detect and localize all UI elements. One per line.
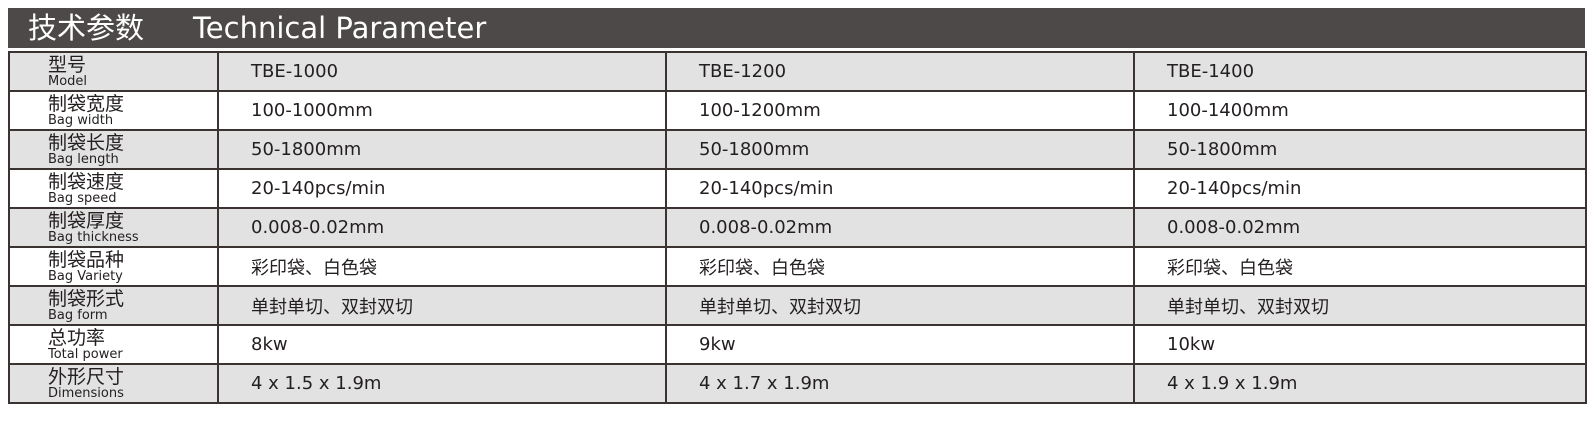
cell-value: TBE-1200	[665, 51, 1135, 92]
cell-value: 4 x 1.9 x 1.9m	[1133, 363, 1587, 404]
label-chinese: 制袋长度	[48, 131, 125, 154]
row-label: 总功率 Total power	[8, 324, 219, 365]
row-label: 制袋品种 Bag Variety	[8, 246, 219, 287]
cell-value: 单封单切、双封双切	[1133, 285, 1587, 326]
table-row: 制袋厚度 Bag thickness 0.008-0.02mm 0.008-0.02m…	[8, 207, 1587, 248]
label-english: Model	[48, 73, 88, 89]
label-english: Bag form	[48, 307, 108, 323]
label-chinese: 制袋速度	[48, 170, 125, 193]
cell-value: TBE-1400	[1133, 51, 1587, 92]
label-chinese: 外形尺寸	[48, 365, 125, 388]
table-row: 制袋形式 Bag form 单封单切、双封双切 单封单切、双封双切 单封单切、双封双切	[8, 285, 1587, 326]
table-row: 制袋速度 Bag speed 20-140pcs/min 20-140pcs/min 2…	[8, 168, 1587, 209]
label-chinese: 制袋宽度	[48, 92, 125, 115]
label-english: Bag width	[48, 112, 114, 128]
label-english: Bag length	[48, 151, 119, 167]
cell-value: 100-1000mm	[217, 90, 667, 131]
cell-value: 10kw	[1133, 324, 1587, 365]
title-chinese: 技术参数	[28, 11, 145, 45]
label-english: Bag Variety	[48, 268, 123, 284]
cell-value: 0.008-0.02mm	[217, 207, 667, 248]
cell-value: 彩印袋、白色袋	[665, 246, 1135, 287]
label-chinese: 制袋厚度	[48, 209, 125, 232]
cell-value: 彩印袋、白色袋	[217, 246, 667, 287]
label-english: Total power	[48, 346, 123, 362]
label-english: Dimensions	[48, 385, 124, 401]
cell-value: 20-140pcs/min	[665, 168, 1135, 209]
row-label: 制袋长度 Bag length	[8, 129, 219, 170]
table-row: 制袋品种 Bag Variety 彩印袋、白色袋 彩印袋、白色袋 彩印袋、白色袋	[8, 246, 1587, 287]
label-english: Bag thickness	[48, 229, 139, 245]
cell-value: TBE-1000	[217, 51, 667, 92]
cell-value: 100-1400mm	[1133, 90, 1587, 131]
row-label: 制袋厚度 Bag thickness	[8, 207, 219, 248]
cell-value: 0.008-0.02mm	[1133, 207, 1587, 248]
cell-value: 50-1800mm	[665, 129, 1135, 170]
cell-value: 彩印袋、白色袋	[1133, 246, 1587, 287]
label-chinese: 制袋形式	[48, 287, 125, 310]
cell-value: 0.008-0.02mm	[665, 207, 1135, 248]
row-label: 制袋宽度 Bag width	[8, 90, 219, 131]
cell-value: 4 x 1.7 x 1.9m	[665, 363, 1135, 404]
row-label: 型号 Model	[8, 51, 219, 92]
row-label: 制袋形式 Bag form	[8, 285, 219, 326]
cell-value: 9kw	[665, 324, 1135, 365]
row-label: 外形尺寸 Dimensions	[8, 363, 219, 404]
table-row: 总功率 Total power 8kw 9kw 10kw	[8, 324, 1587, 365]
cell-value: 50-1800mm	[217, 129, 667, 170]
section-header: 技术参数 Technical Parameter	[8, 8, 1585, 48]
cell-value: 4 x 1.5 x 1.9m	[217, 363, 667, 404]
cell-value: 20-140pcs/min	[1133, 168, 1587, 209]
table-row: 制袋宽度 Bag width 100-1000mm 100-1200mm 100-140…	[8, 90, 1587, 131]
cell-value: 单封单切、双封双切	[217, 285, 667, 326]
cell-value: 50-1800mm	[1133, 129, 1587, 170]
label-chinese: 制袋品种	[48, 248, 125, 271]
label-chinese: 总功率	[48, 326, 106, 349]
cell-value: 单封单切、双封双切	[665, 285, 1135, 326]
cell-value: 100-1200mm	[665, 90, 1135, 131]
table-row: 型号 Model TBE-1000 TBE-1200 TBE-1400	[8, 51, 1587, 92]
cell-value: 8kw	[217, 324, 667, 365]
label-english: Bag speed	[48, 190, 117, 206]
table-row: 制袋长度 Bag length 50-1800mm 50-1800mm 50-1800m…	[8, 129, 1587, 170]
title-english: Technical Parameter	[193, 11, 487, 45]
parameter-table: 型号 Model TBE-1000 TBE-1200 TBE-1400 制袋宽度 Bag w…	[8, 51, 1587, 404]
row-label: 制袋速度 Bag speed	[8, 168, 219, 209]
cell-value: 20-140pcs/min	[217, 168, 667, 209]
table-row: 外形尺寸 Dimensions 4 x 1.5 x 1.9m 4 x 1.7 x 1.…	[8, 363, 1587, 404]
label-chinese: 型号	[48, 53, 87, 76]
